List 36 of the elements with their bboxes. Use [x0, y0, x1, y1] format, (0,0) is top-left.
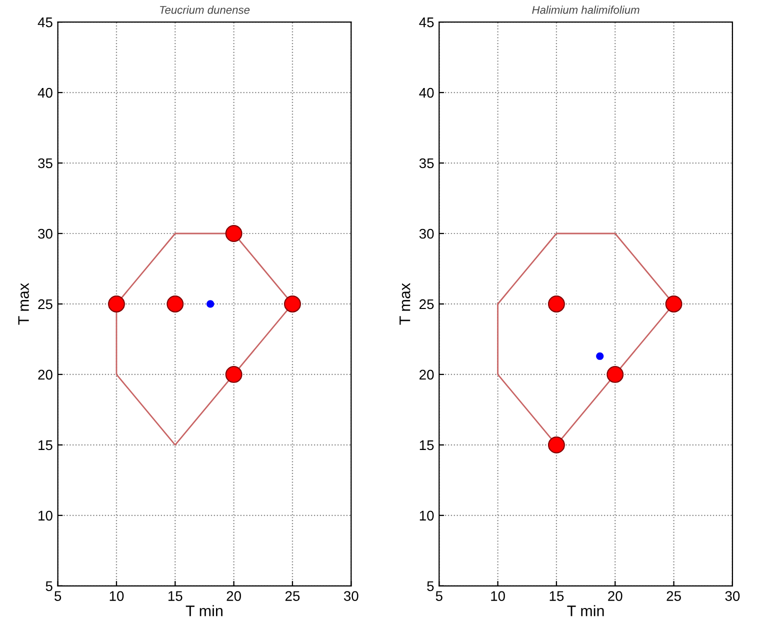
- y-tick-label: 45: [38, 18, 52, 28]
- x-axis-title: T min: [567, 605, 604, 616]
- y-tick-label: 30: [419, 228, 434, 239]
- y-tick-label: 20: [420, 370, 434, 380]
- y-tick-label: 45: [419, 18, 434, 28]
- y-tick-label: 30: [38, 228, 52, 239]
- x-tick-label: 5: [54, 591, 62, 601]
- y-tick-label: 35: [419, 158, 434, 168]
- x-tick-label: 5: [436, 591, 442, 601]
- x-tick-label: 15: [550, 591, 564, 601]
- y-tick-label: 10: [38, 510, 52, 521]
- y-tick-label: 40: [38, 88, 52, 98]
- y-axis-title: T max: [18, 283, 29, 325]
- y-tick-label: 15: [420, 440, 434, 450]
- y-tick-label: 25: [420, 299, 434, 310]
- x-tick-label: 15: [168, 591, 182, 601]
- y-tick-label: 35: [38, 158, 52, 168]
- x-tick-label: 20: [608, 591, 622, 601]
- y-tick-label: 5: [46, 581, 52, 592]
- y-tick-label: 40: [419, 88, 434, 98]
- chart-title: Teucrium dunense: [160, 6, 250, 14]
- y-axis-title: T max: [400, 283, 410, 325]
- x-tick-label: 25: [285, 591, 300, 601]
- x-tick-label: 30: [725, 591, 740, 601]
- y-tick-label: 5: [427, 581, 434, 592]
- y-tick-label: 20: [38, 370, 52, 380]
- x-tick-label: 30: [344, 591, 358, 601]
- y-tick-label: 25: [38, 299, 52, 310]
- x-tick-label: 10: [110, 591, 124, 601]
- x-tick-label: 25: [666, 591, 681, 601]
- chart-title: Halimium halimifolium: [532, 6, 640, 14]
- y-tick-label: 10: [420, 510, 434, 521]
- y-tick-label: 15: [38, 440, 52, 450]
- x-tick-label: 10: [491, 591, 505, 601]
- x-axis-title: T min: [186, 605, 222, 616]
- x-tick-label: 20: [226, 591, 241, 601]
